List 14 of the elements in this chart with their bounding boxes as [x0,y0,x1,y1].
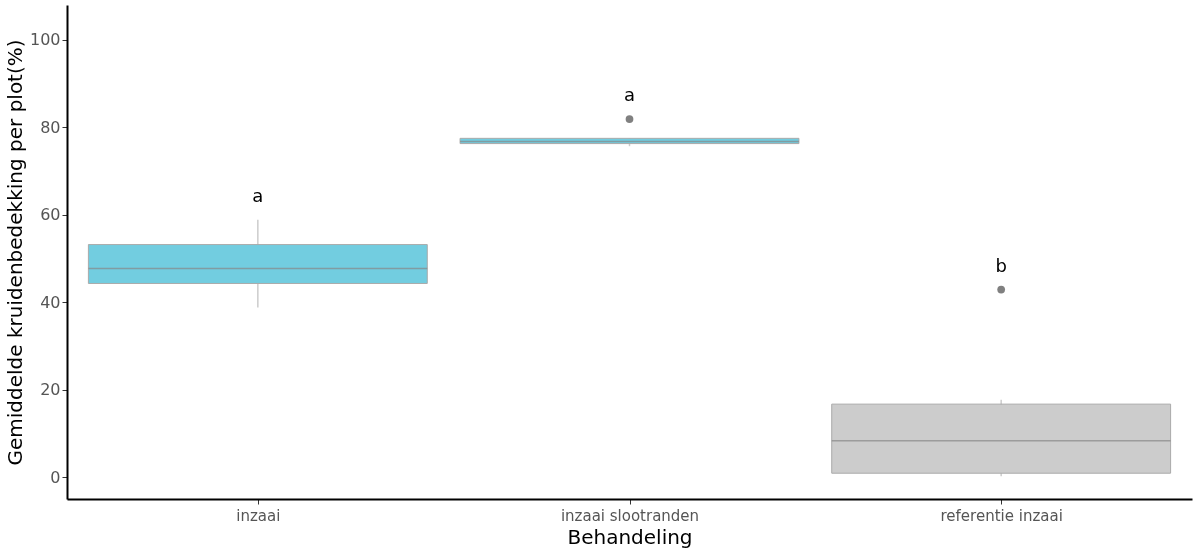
y-tick-label: 100 [29,30,61,50]
x-tick-label: inzaai [236,506,281,525]
annotation: a [252,184,264,206]
y-tick-label: 60 [40,205,61,225]
y-axis-title: Gemiddelde kruidenbedekking per plot(%) [2,39,27,466]
x-tick-label: inzaai slootranden [560,506,700,525]
y-tick-label: 20 [40,380,61,400]
x-tick-label: referentie inzaai [940,506,1063,525]
y-tick-label: 80 [40,117,61,137]
x-axis-title: Behandeling [567,524,693,549]
y-tick-label: 40 [40,292,61,312]
y-tick-label: 0 [50,467,61,487]
annotation: b [995,254,1007,276]
annotation: a [623,84,636,106]
